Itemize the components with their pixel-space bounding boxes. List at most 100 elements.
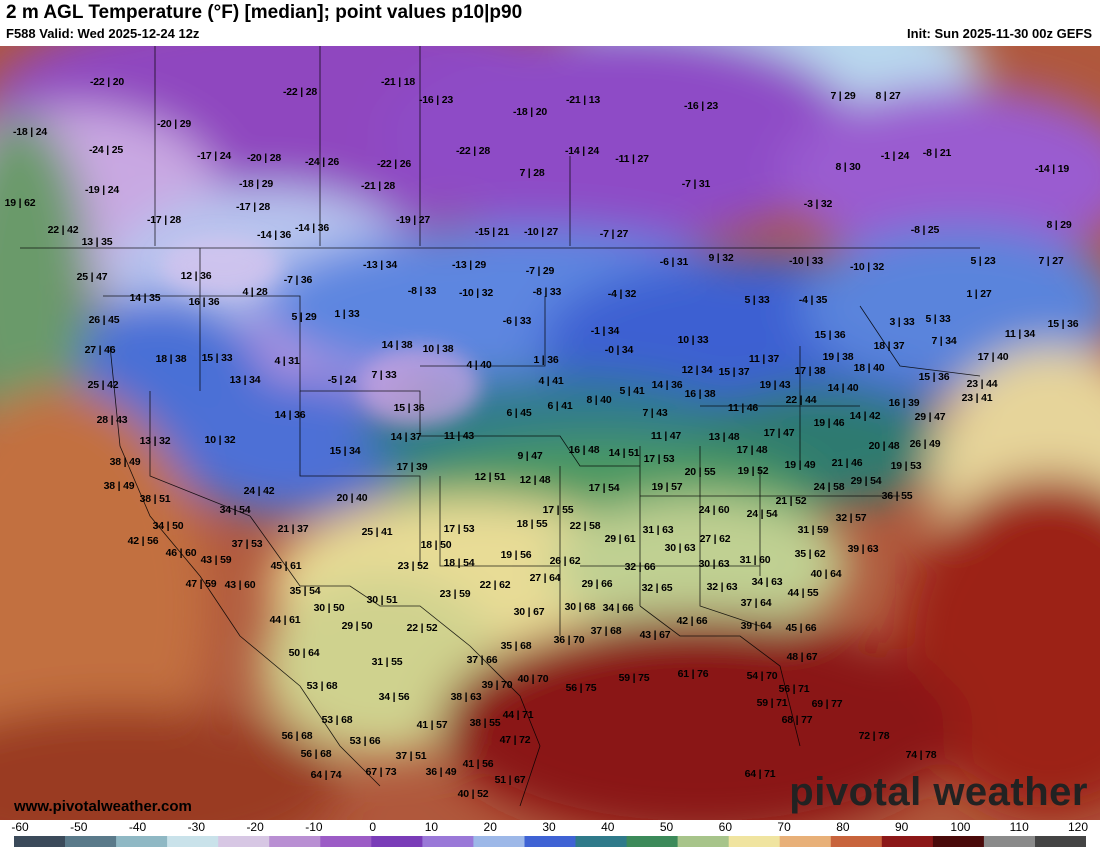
site-url[interactable]: www.pivotalweather.com: [14, 798, 192, 815]
header: 2 m AGL Temperature (°F) [median]; point…: [0, 0, 1100, 46]
point-value: 5 | 29: [291, 311, 317, 323]
point-value: -24 | 26: [304, 156, 340, 168]
point-value: 28 | 43: [96, 414, 128, 426]
point-value: -16 | 23: [418, 94, 454, 106]
colorbar-segment: [524, 836, 576, 847]
point-value: 5 | 33: [744, 294, 770, 306]
point-value: 23 | 44: [966, 378, 998, 390]
point-value: 15 | 37: [718, 366, 750, 378]
point-value: 19 | 62: [4, 197, 36, 209]
temperature-map[interactable]: -22 | 20 -22 | 28 -21 | 18 -16 | 23 -21 | 13…: [0, 46, 1100, 820]
point-value: 21 | 37: [277, 523, 309, 535]
point-value: 46 | 60: [165, 547, 197, 559]
point-value: 17 | 47: [763, 427, 795, 439]
point-value: 56 | 71: [778, 683, 810, 695]
valid-time: F588 Valid: Wed 2025-12-24 12z: [6, 26, 200, 41]
point-value: 15 | 33: [201, 352, 233, 364]
point-value: 34 | 50: [152, 520, 184, 532]
point-value: 18 | 37: [873, 340, 905, 352]
point-value: 20 | 48: [868, 440, 900, 452]
point-value: 24 | 42: [243, 485, 275, 497]
point-value: 22 | 42: [47, 224, 79, 236]
colorbar-tick-label: 90: [894, 820, 909, 834]
point-value: -7 | 29: [525, 265, 555, 277]
point-value: 16 | 39: [888, 397, 920, 409]
point-value: 5 | 23: [970, 255, 996, 267]
map-fields: [0, 46, 1100, 820]
point-value: 25 | 42: [87, 379, 119, 391]
point-value: 14 | 36: [274, 409, 306, 421]
point-value: 10 | 38: [422, 343, 454, 355]
colorbar-segment: [269, 836, 321, 847]
point-value: -13 | 34: [362, 259, 398, 271]
point-value: 38 | 55: [469, 717, 501, 729]
point-value: -19 | 27: [395, 214, 431, 226]
point-value: 19 | 56: [500, 549, 532, 561]
point-value: 37 | 51: [395, 750, 427, 762]
point-value: 15 | 36: [918, 371, 950, 383]
point-value: 14 | 37: [390, 431, 422, 443]
point-value: 54 | 70: [746, 670, 778, 682]
colorbar-segment: [575, 836, 627, 847]
point-value: 36 | 70: [553, 634, 585, 646]
colorbar-tick-label: 30: [542, 820, 556, 834]
point-value: -10 | 32: [458, 287, 494, 299]
colorbar-tick-label: 10: [424, 820, 439, 834]
point-value: -16 | 23: [683, 100, 719, 112]
point-value: 22 | 44: [785, 394, 817, 406]
colorbar-segment: [626, 836, 679, 847]
point-value: 19 | 46: [813, 417, 845, 429]
colorbar-segment: [218, 836, 270, 847]
point-value: 14 | 35: [129, 292, 161, 304]
point-value: -14 | 36: [294, 222, 330, 234]
colorbar-segment: [677, 836, 730, 847]
point-value: 13 | 34: [229, 374, 261, 386]
colorbar-segment: [371, 836, 423, 847]
point-value: 72 | 78: [858, 730, 890, 742]
colorbar-segment: [320, 836, 372, 847]
point-value: 53 | 68: [321, 714, 353, 726]
point-value: 38 | 51: [139, 493, 171, 505]
point-value: 38 | 49: [109, 456, 141, 468]
point-value: 1 | 36: [533, 354, 559, 366]
point-value: -1 | 34: [590, 325, 620, 337]
point-value: 59 | 75: [618, 672, 650, 684]
point-value: 19 | 43: [759, 379, 791, 391]
point-value: -10 | 33: [788, 255, 824, 267]
point-value: -17 | 24: [196, 150, 232, 162]
point-value: 12 | 36: [180, 270, 212, 282]
point-value: 12 | 51: [474, 471, 506, 483]
point-value: 29 | 54: [850, 475, 882, 487]
point-value: 45 | 66: [785, 622, 817, 634]
point-value: -7 | 36: [283, 274, 313, 286]
point-value: 41 | 56: [462, 758, 494, 770]
point-value: 14 | 38: [381, 339, 413, 351]
colorbar-segment: [728, 836, 781, 847]
point-value: 42 | 66: [676, 615, 708, 627]
point-value: 29 | 66: [581, 578, 613, 590]
colorbar-labels: -60 -50 -40 -30 -20 -10 0 10 20 30 40 50 60 70 80 90 100…: [0, 820, 1100, 834]
point-value: 10 | 33: [677, 334, 709, 346]
point-value: -7 | 27: [599, 228, 629, 240]
point-value: 67 | 73: [365, 766, 397, 778]
point-value: 29 | 61: [604, 533, 636, 545]
point-value: -8 | 33: [407, 285, 437, 297]
colorbar-tick-label: 100: [950, 820, 971, 834]
point-value: -6 | 33: [502, 315, 532, 327]
point-value: 4 | 28: [242, 286, 268, 298]
point-value: -24 | 25: [88, 144, 124, 156]
point-value: 16 | 38: [684, 388, 716, 400]
point-value: 7 | 34: [931, 335, 957, 347]
colorbar-tick-label: 60: [718, 820, 733, 834]
point-value: 36 | 49: [425, 766, 457, 778]
point-value: 20 | 55: [684, 466, 716, 478]
point-value: 34 | 63: [751, 576, 783, 588]
colorbar-tick-label: 110: [1009, 820, 1029, 834]
point-value: 43 | 67: [639, 629, 671, 641]
point-value: -10 | 27: [523, 226, 559, 238]
point-value: 40 | 52: [457, 788, 489, 800]
point-value: 47 | 72: [499, 734, 531, 746]
point-value: 25 | 41: [361, 526, 393, 538]
point-value: 8 | 27: [875, 90, 901, 102]
point-value: 51 | 67: [494, 774, 526, 786]
